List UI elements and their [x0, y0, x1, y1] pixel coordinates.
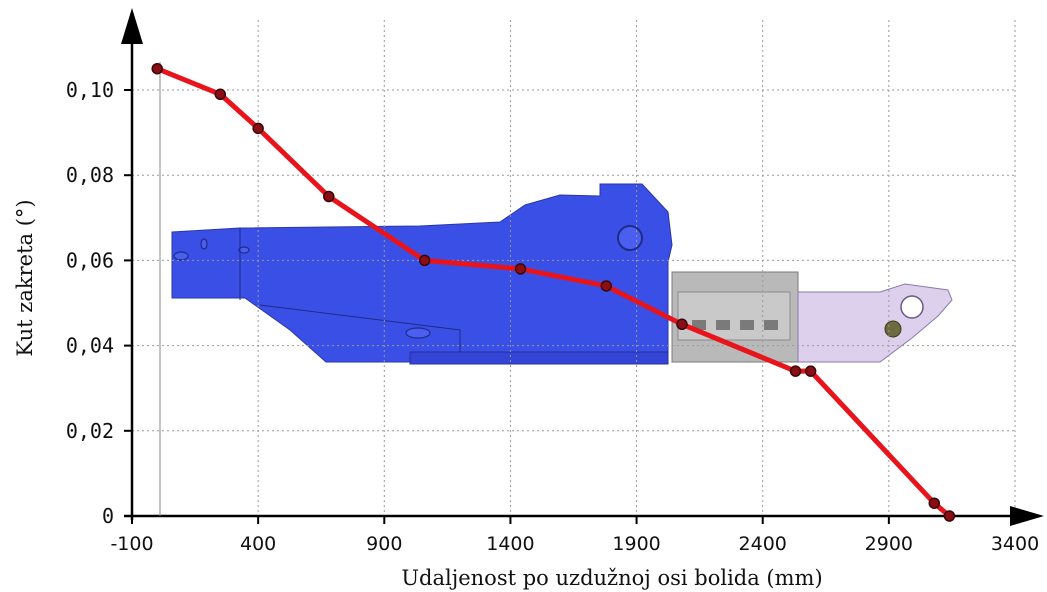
- data-point: [214, 88, 227, 101]
- y-tick-label: 0,10: [66, 78, 114, 102]
- x-tick-label: 3400: [991, 533, 1039, 555]
- chassis-middle-inner: [677, 291, 791, 341]
- chassis-front-hole: [238, 246, 250, 254]
- y-tick-label: 0,02: [66, 419, 114, 443]
- x-tick-label: 2400: [739, 533, 787, 555]
- data-point: [676, 318, 688, 331]
- x-tick-label: 1900: [612, 533, 660, 555]
- chassis-rear-part: [797, 283, 953, 363]
- data-point: [928, 497, 941, 509]
- data-point: [804, 365, 817, 377]
- x-axis-title: Udaljenost po uzdužnoj osi bolida (mm): [401, 566, 822, 590]
- chassis-front-part: [171, 183, 673, 363]
- series-line: [154, 66, 952, 519]
- y-tick-label: 0: [102, 504, 114, 528]
- data-point: [789, 365, 802, 377]
- chassis-front-hole: [173, 251, 189, 261]
- y-ticks: 0 0,02 0,04 0,06 0,08 0,10: [66, 78, 132, 528]
- data-point: [323, 190, 335, 203]
- chart-axes: [121, 8, 1044, 526]
- x-tick-label: 400: [240, 533, 276, 555]
- y-axis-arrow: [121, 8, 143, 44]
- y-tick-label: 0,08: [66, 163, 114, 187]
- chassis-rear-hole: [900, 295, 924, 319]
- chassis-front-hole: [617, 225, 643, 251]
- data-point: [600, 280, 613, 292]
- data-point: [418, 254, 431, 267]
- y-axis-title: Kut zakreta (°): [13, 199, 37, 356]
- chassis-rear-bolt: [884, 320, 902, 338]
- y-tick-label: 0,06: [66, 248, 114, 272]
- x-tick-label: 900: [366, 533, 402, 555]
- x-ticks: -100 400 900 1400 1900 2400 2900 3400: [110, 516, 1039, 555]
- chassis-front-lower-rail: [409, 351, 669, 365]
- chassis-middle-slot: [716, 320, 730, 330]
- x-axis-arrow: [1010, 506, 1044, 526]
- x-tick-label: 2900: [865, 533, 913, 555]
- y-tick-label: 0,04: [66, 334, 114, 358]
- data-point: [151, 62, 163, 75]
- data-series: [151, 62, 956, 522]
- chassis-front-contour: [239, 228, 461, 352]
- data-point: [252, 122, 264, 135]
- x-tick-label: -100: [110, 533, 153, 555]
- chassis-front-hole: [200, 238, 208, 250]
- chassis-middle-slot: [692, 320, 706, 330]
- chassis-middle-slot: [764, 320, 778, 330]
- chassis-illustration: [171, 183, 953, 365]
- chassis-front-hole: [405, 327, 431, 339]
- chassis-middle-slot: [740, 320, 754, 330]
- x-tick-label: 1400: [486, 533, 534, 555]
- data-point: [514, 263, 527, 275]
- data-point: [943, 510, 956, 522]
